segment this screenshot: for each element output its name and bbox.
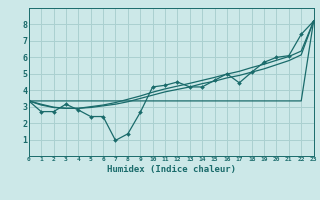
X-axis label: Humidex (Indice chaleur): Humidex (Indice chaleur) [107, 165, 236, 174]
